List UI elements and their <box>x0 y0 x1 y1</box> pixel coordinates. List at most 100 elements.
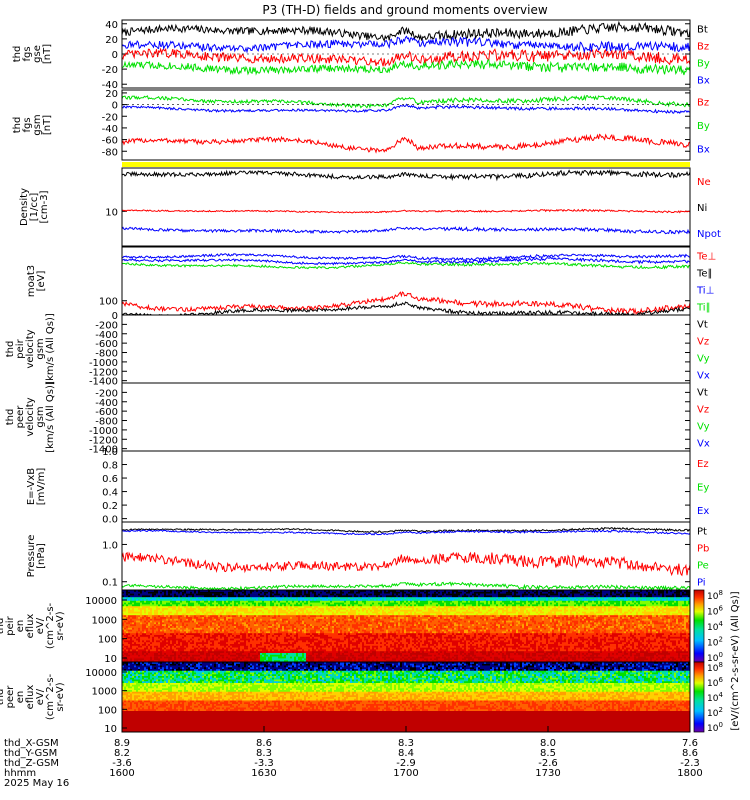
heat-cell <box>260 651 262 653</box>
heat-cell <box>302 626 304 628</box>
heat-cell <box>198 657 200 659</box>
heat-cell <box>314 622 316 624</box>
heat-cell <box>340 622 342 624</box>
heat-cell <box>168 619 170 621</box>
heat-cell <box>322 624 324 626</box>
heat-cell <box>174 599 176 601</box>
heat-cell <box>248 631 250 633</box>
heat-cell <box>236 604 238 606</box>
heat-cell <box>270 613 272 615</box>
heat-cell <box>310 621 312 623</box>
heat-cell <box>316 599 318 601</box>
heat-cell <box>342 613 344 615</box>
heat-cell <box>250 657 252 659</box>
heat-cell <box>160 642 162 644</box>
heat-cell <box>174 610 176 612</box>
heat-cell <box>140 657 142 659</box>
heat-cell <box>300 631 302 633</box>
heat-cell <box>186 622 188 624</box>
heat-cell <box>158 615 160 617</box>
heat-cell <box>310 646 312 648</box>
heat-cell <box>162 597 164 599</box>
heat-cell <box>354 603 356 605</box>
heat-cell <box>286 603 288 605</box>
heat-cell <box>278 599 280 601</box>
heat-cell <box>356 601 358 603</box>
heat-cell <box>206 606 208 608</box>
heat-cell <box>302 640 304 642</box>
heat-cell <box>294 613 296 615</box>
heat-cell <box>270 622 272 624</box>
heat-cell <box>248 608 250 610</box>
heat-cell <box>220 646 222 648</box>
ytick-label: 0 <box>112 101 118 112</box>
heat-cell <box>292 646 294 648</box>
heat-cell <box>232 651 234 653</box>
heat-cell <box>214 613 216 615</box>
heat-cell <box>258 633 260 635</box>
heat-cell <box>198 651 200 653</box>
heat-cell <box>300 603 302 605</box>
heat-cell <box>150 655 152 657</box>
heat-cell <box>264 635 266 637</box>
heat-cell <box>216 621 218 623</box>
heat-cell <box>340 592 342 594</box>
heat-cell <box>336 595 338 597</box>
heat-cell <box>288 595 290 597</box>
heat-cell <box>240 606 242 608</box>
heat-cell <box>222 592 224 594</box>
heat-cell <box>310 606 312 608</box>
heat-cell <box>166 595 168 597</box>
heat-cell <box>290 603 292 605</box>
heat-cell <box>324 658 326 660</box>
heat-cell <box>264 637 266 639</box>
heat-cell <box>318 597 320 599</box>
heat-cell <box>322 639 324 641</box>
heat-cell <box>238 622 240 624</box>
heat-cell <box>294 603 296 605</box>
heat-cell <box>216 615 218 617</box>
heat-cell <box>256 655 258 657</box>
heat-cell <box>330 630 332 632</box>
heat-cell <box>190 599 192 601</box>
heat-cell <box>206 613 208 615</box>
heat-cell <box>208 648 210 650</box>
heat-cell <box>344 655 346 657</box>
heat-cell <box>142 592 144 594</box>
heat-cell <box>280 621 282 623</box>
heat-cell <box>238 604 240 606</box>
heat-cell <box>322 653 324 655</box>
heat-cell <box>198 626 200 628</box>
heat-cell <box>342 597 344 599</box>
heat-cell <box>204 622 206 624</box>
heat-cell <box>306 648 308 650</box>
heat-cell <box>208 592 210 594</box>
heat-cell <box>342 622 344 624</box>
heat-cell <box>152 642 154 644</box>
heat-cell <box>204 612 206 614</box>
heat-cell <box>126 649 128 651</box>
heat-cell <box>246 615 248 617</box>
heat-cell <box>354 595 356 597</box>
heat-cell <box>232 621 234 623</box>
heat-cell <box>354 633 356 635</box>
heat-cell <box>140 651 142 653</box>
heat-cell <box>184 610 186 612</box>
heat-cell <box>134 642 136 644</box>
heat-cell <box>340 610 342 612</box>
heat-cell <box>260 655 262 657</box>
heat-cell <box>186 635 188 637</box>
heat-cell <box>156 608 158 610</box>
heat-cell <box>194 648 196 650</box>
heat-cell <box>172 606 174 608</box>
heat-cell <box>138 628 140 630</box>
heat-cell <box>302 592 304 594</box>
series-Ne <box>122 170 690 179</box>
heat-cell <box>142 642 144 644</box>
heat-cell <box>206 648 208 650</box>
heat-cell <box>200 624 202 626</box>
heat-cell <box>294 646 296 648</box>
heat-cell <box>220 653 222 655</box>
heat-cell <box>244 637 246 639</box>
heat-cell <box>264 608 266 610</box>
